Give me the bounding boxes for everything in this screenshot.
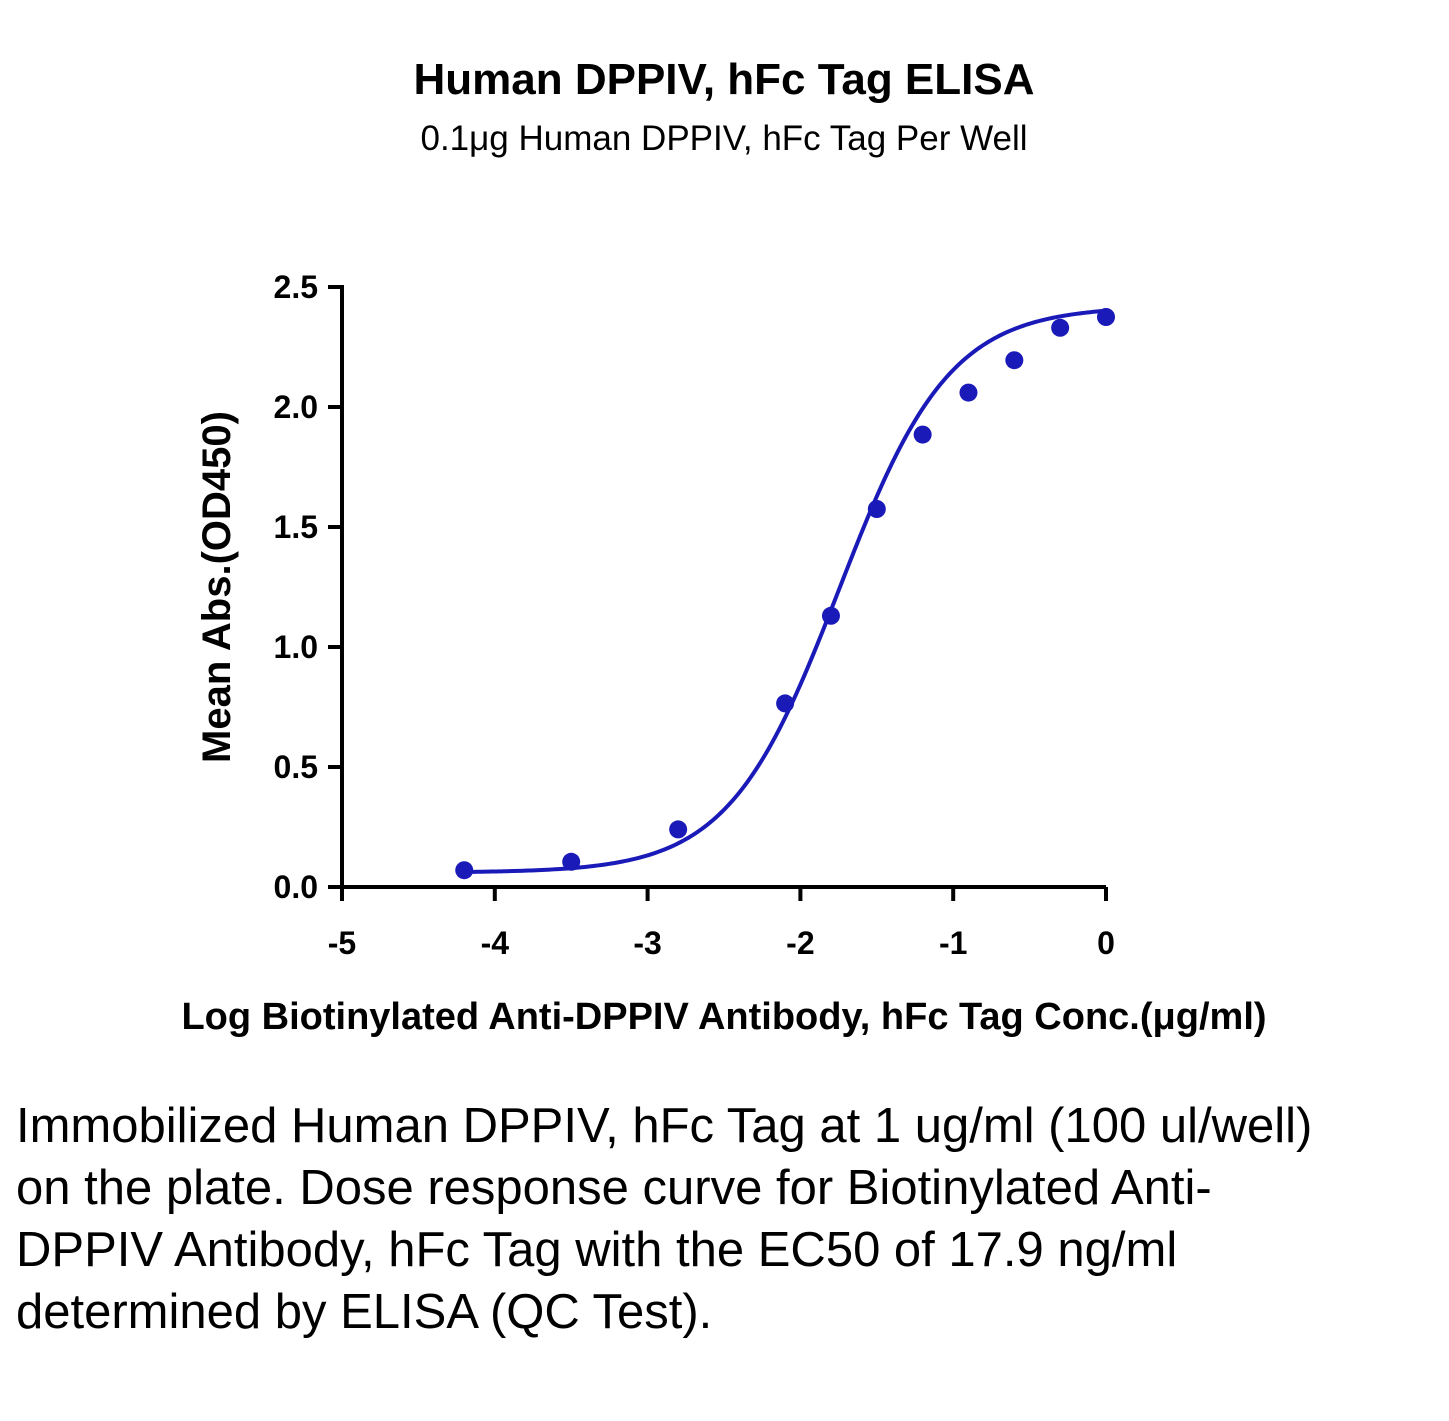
data-point	[776, 694, 795, 713]
x-tick-label: -2	[786, 925, 814, 961]
data-point	[821, 606, 840, 625]
x-tick-label: 0	[1097, 925, 1115, 961]
fit-curve	[464, 308, 1107, 874]
x-tick-label: -3	[633, 925, 661, 961]
data-point	[562, 852, 581, 871]
y-tick-label: 1.5	[274, 509, 318, 545]
y-tick-label: 0.0	[274, 869, 318, 905]
data-points	[455, 308, 1115, 880]
chart-subtitle: 0.1μg Human DPPIV, hFc Tag Per Well	[420, 119, 1027, 158]
x-axis: -5 -4 -3 -2 -1 0	[328, 885, 1115, 961]
data-point	[959, 383, 978, 402]
x-tick-label: -5	[328, 925, 356, 961]
data-point	[867, 500, 886, 518]
x-tick-label: -1	[939, 925, 967, 961]
data-point	[1051, 318, 1070, 337]
x-tick-label: -4	[481, 925, 510, 961]
x-axis-title: Log Biotinylated Anti-DPPIV Antibody, hF…	[181, 996, 1266, 1038]
elisa-chart: Human DPPIV, hFc Tag ELISA 0.1μg Human D…	[181, 55, 1266, 1038]
y-axis-title: Mean Abs.(OD450)	[195, 411, 239, 763]
data-point	[913, 425, 932, 444]
data-point	[1005, 351, 1024, 370]
y-axis: 0.0 0.5 1.0 1.5 2.0 2.5	[274, 269, 344, 905]
data-point	[455, 861, 474, 880]
data-point	[669, 820, 688, 839]
y-tick-label: 1.0	[274, 629, 318, 665]
figure-caption: Immobilized Human DPPIV, hFc Tag at 1 ug…	[16, 1099, 1313, 1339]
y-tick-label: 2.0	[274, 389, 318, 425]
chart-title: Human DPPIV, hFc Tag ELISA	[413, 55, 1034, 104]
y-tick-label: 0.5	[274, 749, 318, 785]
data-point	[1097, 308, 1115, 326]
y-tick-label: 2.5	[274, 269, 318, 305]
